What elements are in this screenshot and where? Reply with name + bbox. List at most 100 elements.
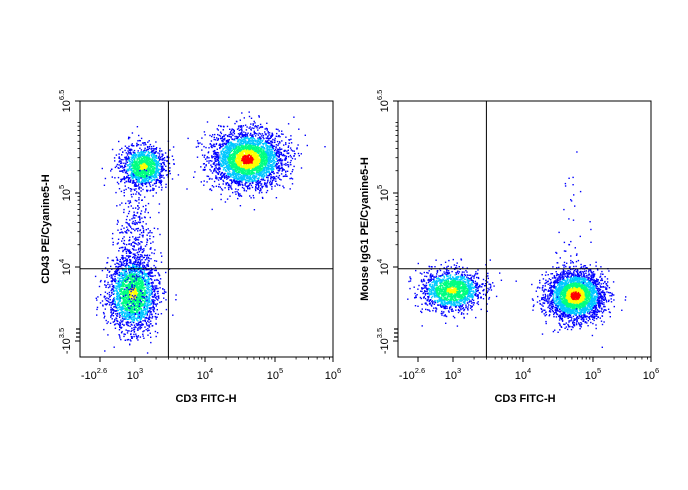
event-dot (256, 180, 259, 183)
event-dot (143, 158, 146, 160)
event-dot (219, 145, 222, 148)
event-dot (265, 151, 268, 153)
event-dot (149, 151, 152, 154)
event-dot (290, 177, 293, 179)
event-dot (233, 179, 235, 181)
event-dot (278, 167, 280, 169)
event-dot (243, 163, 246, 165)
event-dot (266, 140, 269, 142)
event-dot (226, 157, 228, 159)
event-dot (132, 276, 134, 279)
event-dot (290, 156, 292, 158)
event-dot (149, 161, 151, 164)
event-dot (256, 156, 259, 158)
event-dot (161, 155, 163, 158)
event-dot (124, 165, 126, 168)
event-dot (165, 174, 168, 176)
event-dot (236, 141, 239, 143)
event-dot (203, 180, 205, 182)
event-dot (138, 134, 140, 137)
event-dot (244, 165, 246, 167)
event-dot (133, 153, 135, 156)
event-dot (140, 169, 142, 172)
event-dot (166, 156, 168, 159)
event-dot (256, 151, 258, 153)
event-dot (145, 159, 147, 161)
event-dot (109, 299, 111, 301)
event-dot (269, 150, 271, 152)
event-dot (154, 155, 156, 157)
event-dot (136, 176, 138, 179)
event-dot (249, 160, 251, 162)
event-dot (276, 155, 278, 157)
event-dot (213, 169, 215, 171)
event-dot (234, 145, 237, 147)
event-dot (293, 165, 295, 168)
event-dot (275, 183, 278, 185)
event-dot (248, 138, 250, 140)
event-dot (286, 175, 288, 177)
event-dot (270, 174, 272, 176)
event-dot (265, 162, 267, 164)
event-dot (150, 307, 152, 309)
event-dot (143, 150, 145, 152)
event-dot (253, 138, 256, 140)
event-dot (218, 124, 220, 127)
event-dot (247, 142, 249, 145)
event-dot (246, 179, 248, 182)
event-dot (220, 172, 223, 174)
event-dot (147, 155, 149, 157)
event-dot (128, 151, 130, 154)
event-dot (218, 161, 220, 164)
event-dot (230, 179, 233, 181)
event-dot (230, 161, 233, 163)
event-dot (211, 166, 214, 168)
event-dot (137, 152, 139, 154)
event-dot (223, 159, 225, 161)
event-dot (249, 188, 251, 190)
event-dot (239, 156, 241, 158)
event-dot (265, 191, 268, 194)
event-dot (226, 152, 229, 154)
event-dot (130, 173, 133, 176)
event-dot (222, 139, 224, 141)
event-dot (269, 137, 272, 139)
event-dot (155, 169, 158, 171)
event-dot (270, 160, 273, 162)
event-dot (251, 139, 253, 141)
event-dot (261, 154, 264, 156)
event-dot (215, 142, 218, 145)
event-dot (273, 157, 276, 159)
event-dot (240, 125, 243, 127)
event-dot (251, 155, 254, 157)
event-dot (267, 156, 269, 158)
event-dot (274, 141, 276, 143)
event-dot (227, 165, 229, 167)
event-dot (258, 147, 260, 149)
event-dot (221, 137, 224, 139)
event-dot (116, 287, 118, 290)
event-dot (248, 139, 251, 142)
event-dot (250, 117, 253, 119)
event-dot (253, 127, 255, 130)
event-dot (267, 164, 269, 167)
event-dot (229, 150, 231, 153)
event-dot (272, 147, 275, 150)
event-dot (285, 143, 287, 146)
event-dot (276, 166, 278, 169)
event-dot (279, 169, 281, 171)
event-dot (133, 155, 136, 157)
event-dot (252, 167, 254, 169)
event-dot (140, 190, 142, 192)
event-dot (148, 140, 150, 142)
event-dot (258, 169, 260, 171)
event-dot (122, 281, 124, 284)
event-dot (130, 179, 132, 181)
event-dot (154, 182, 156, 185)
event-dot (264, 179, 266, 182)
event-dot (235, 174, 237, 177)
event-dot (136, 164, 139, 167)
event-dot (241, 137, 243, 140)
event-dot (143, 178, 145, 180)
event-dot (258, 192, 261, 194)
